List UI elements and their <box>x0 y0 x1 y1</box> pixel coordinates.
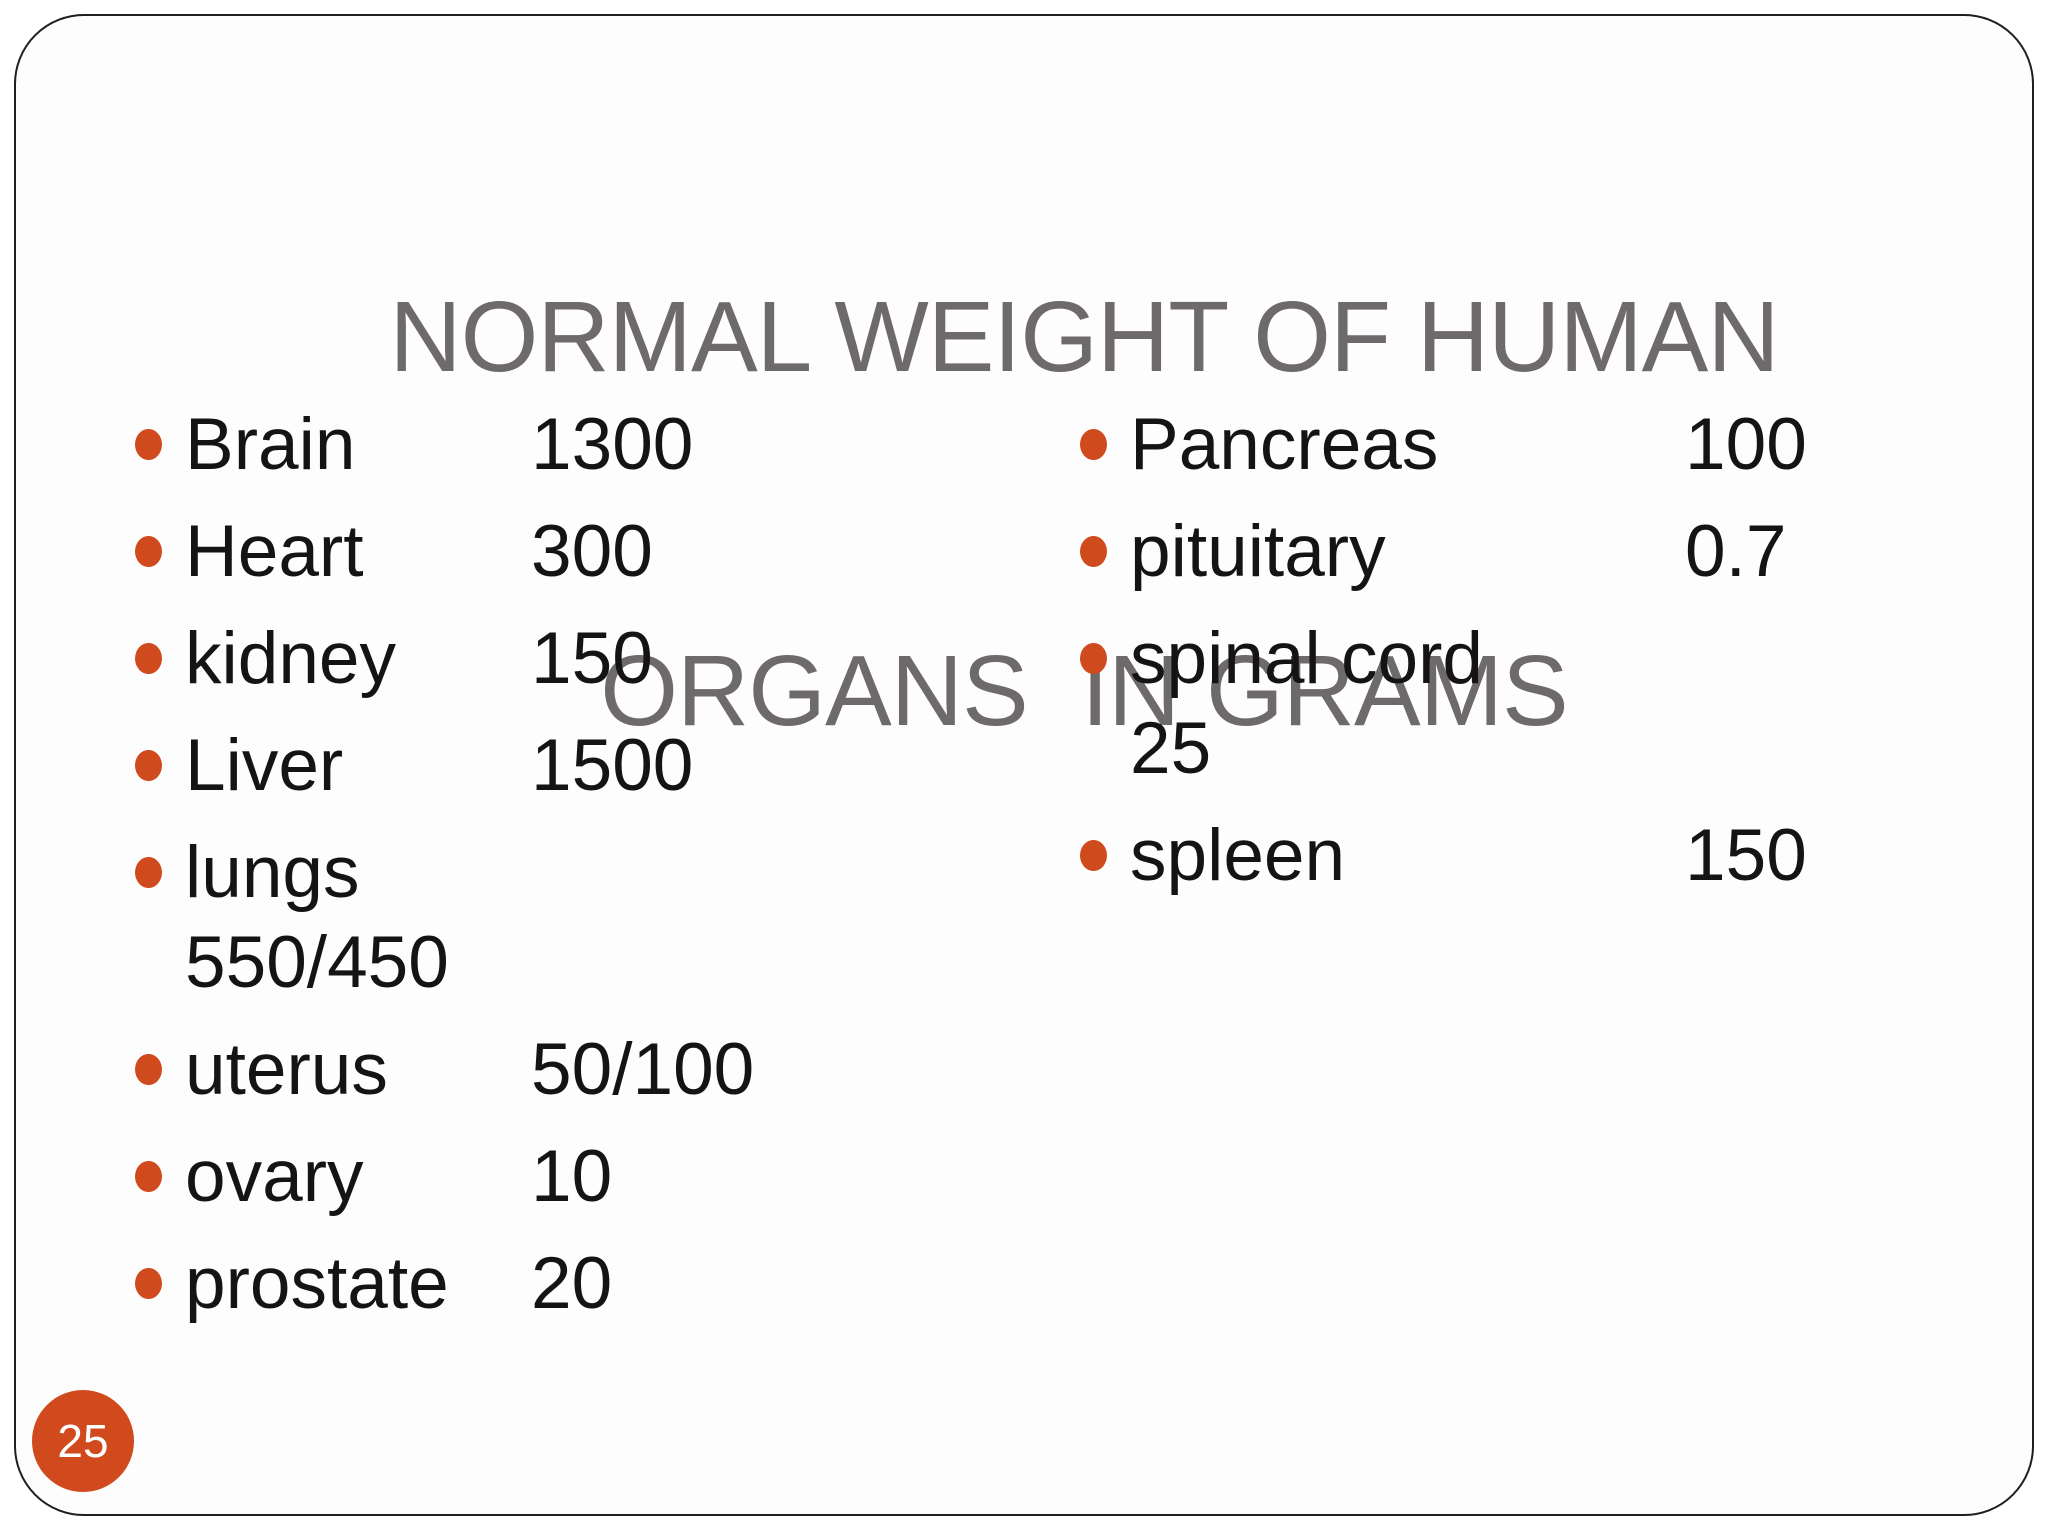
bullet-icon <box>1080 643 1107 674</box>
organ-weight: 150 <box>531 618 653 699</box>
organ-label: kidney <box>185 618 397 699</box>
organ-label: spleen <box>1130 815 1346 896</box>
list-item-text: kidney 150 <box>185 614 1035 704</box>
slide-title-line2: ORGANS IN GRAMS <box>600 635 1568 747</box>
organ-weight: 1300 <box>531 404 694 485</box>
list-item-text: uterus 50/100 <box>185 1025 1035 1115</box>
bullet-icon <box>135 750 162 781</box>
organ-weight: 550/450 <box>185 922 449 1003</box>
organ-label: ovary <box>185 1136 364 1217</box>
list-item-text: spinal cord 25 <box>1130 614 2000 794</box>
organ-label: prostate <box>185 1243 449 1324</box>
organ-label: Liver <box>185 725 344 806</box>
organ-weight: 300 <box>531 511 653 592</box>
bullet-icon <box>1080 429 1107 460</box>
list-item-text: ovary 10 <box>185 1132 1035 1222</box>
page-number: 25 <box>57 1415 109 1467</box>
list-item-text: pituitary 0.7 <box>1130 507 2000 597</box>
organ-label: Heart <box>185 511 364 592</box>
slide-border <box>14 14 2034 1516</box>
bullet-icon <box>135 1054 162 1085</box>
list-item-text: Brain 1300 <box>185 400 1035 490</box>
list-item-text: lungs 550/450 <box>185 828 1035 1008</box>
bullet-icon <box>135 536 162 567</box>
list-item-text: Liver 1500 <box>185 721 1035 811</box>
page-number-badge: 25 <box>32 1390 134 1492</box>
list-item-brain: Brain 1300 <box>135 400 1035 490</box>
list-item-text: prostate 20 <box>185 1239 1035 1329</box>
list-item-text: Heart 300 <box>185 507 1035 597</box>
list-item-heart: Heart 300 <box>135 507 1035 597</box>
list-item-lungs: lungs 550/450 <box>135 828 1035 1008</box>
list-item-kidney: kidney 150 <box>135 614 1035 704</box>
organ-weight: 0.7 <box>1685 511 1787 592</box>
organ-label: uterus <box>185 1029 388 1110</box>
organ-label: Brain <box>185 404 356 485</box>
bullet-icon <box>1080 536 1107 567</box>
bullet-icon <box>135 1268 162 1299</box>
organ-label: Pancreas <box>1130 404 1439 485</box>
organ-list-right: Pancreas 100 pituitary 0.7 spinal cord 25 s… <box>1080 400 2000 918</box>
bullet-icon <box>135 643 162 674</box>
organ-label: pituitary <box>1130 511 1386 592</box>
slide-title-line1: NORMAL WEIGHT OF HUMAN <box>389 281 1779 393</box>
list-item-text: Pancreas 100 <box>1130 400 2000 490</box>
organ-weight: 1500 <box>531 725 694 806</box>
list-item-prostate: prostate 20 <box>135 1239 1035 1329</box>
list-item-pancreas: Pancreas 100 <box>1080 400 2000 490</box>
list-item-uterus: uterus 50/100 <box>135 1025 1035 1115</box>
list-item-ovary: ovary 10 <box>135 1132 1035 1222</box>
bullet-icon <box>135 1161 162 1192</box>
bullet-icon <box>135 429 162 460</box>
bullet-icon <box>1080 840 1107 871</box>
organ-weight: 10 <box>531 1136 613 1217</box>
bullet-icon <box>135 857 162 888</box>
organ-weight: 150 <box>1685 815 1807 896</box>
organ-weight: 25 <box>1130 708 1212 789</box>
list-item-liver: Liver 1500 <box>135 721 1035 811</box>
list-item-spinal-cord: spinal cord 25 <box>1080 614 2000 794</box>
list-item-spleen: spleen 150 <box>1080 811 2000 901</box>
organ-list-left: Brain 1300 Heart 300 kidney 150 Liver 1500 l… <box>135 400 1035 1346</box>
list-item-text: spleen 150 <box>1130 811 2000 901</box>
organ-label: lungs <box>185 832 360 913</box>
organ-weight: 50/100 <box>531 1029 755 1110</box>
slide-title: NORMAL WEIGHT OF HUMAN ORGANS IN GRAMS <box>150 42 2018 986</box>
list-item-pituitary: pituitary 0.7 <box>1080 507 2000 597</box>
organ-label: spinal cord <box>1130 618 1484 699</box>
organ-weight: 100 <box>1685 404 1807 485</box>
organ-weight: 20 <box>531 1243 613 1324</box>
